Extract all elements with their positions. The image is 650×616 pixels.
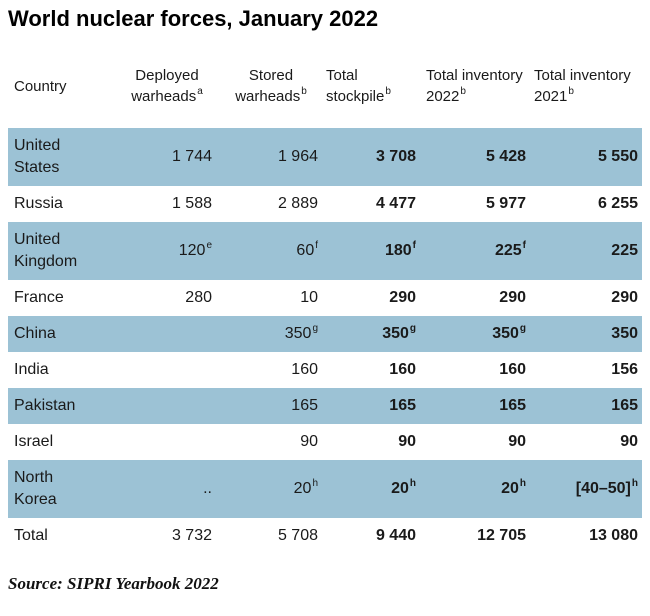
column-header-country: Country	[14, 77, 67, 95]
value-cell: 9 440	[375, 527, 416, 544]
value-cell: 290	[389, 289, 416, 306]
footnote-marker: h	[312, 477, 318, 489]
column-header-total-inventory-2022: Total inventory 2022b	[426, 67, 523, 105]
value-cell: 20h	[501, 477, 526, 497]
footnote-marker: a	[197, 86, 203, 97]
value-cell: 160	[291, 361, 318, 378]
column-header-total-stockpile: Total stockpileb	[326, 67, 391, 105]
table-row-total: Total 3 732 5 708 9 440 12 705 13 080	[8, 518, 642, 554]
value-cell: 165	[389, 397, 416, 414]
country-cell: North Korea	[14, 469, 57, 508]
value-cell: 2 889	[277, 195, 318, 212]
value-cell	[116, 352, 218, 388]
value-cell: 165	[499, 397, 526, 414]
footnote-marker: e	[206, 239, 212, 251]
value-cell: 350g	[284, 322, 318, 342]
country-cell: United Kingdom	[14, 231, 78, 270]
value-cell: 280	[185, 289, 212, 306]
value-cell: 3 732	[171, 527, 212, 544]
footnote-marker: f	[315, 239, 318, 251]
value-cell: 165	[611, 397, 638, 414]
table-row-israel: Israel 90 90 90 90	[8, 424, 642, 460]
value-cell: 20h	[293, 477, 318, 497]
country-cell: United States	[14, 137, 61, 176]
table-row-north-korea: North Korea.. 20h 20h 20h [40–50]h	[8, 460, 642, 518]
value-cell	[116, 424, 218, 460]
value-cell: 13 080	[589, 527, 638, 544]
table-row-china: China 350g 350g 350g 350	[8, 316, 642, 352]
value-cell: 3 708	[375, 148, 416, 165]
value-cell: 5 428	[485, 148, 526, 165]
value-cell: 6 255	[597, 195, 638, 212]
value-cell: 5 550	[597, 148, 638, 165]
country-cell: India	[14, 361, 49, 378]
footnote-marker: b	[385, 86, 391, 97]
value-cell: 225f	[494, 239, 526, 259]
country-cell: China	[14, 325, 56, 342]
column-header-stored-warheads: Stored warheadsb	[235, 67, 307, 105]
value-cell: 350g	[382, 322, 416, 342]
column-header-total-inventory-2021: Total inventory 2021b	[534, 67, 631, 105]
footnote-marker: b	[460, 86, 466, 97]
value-cell: 160	[499, 361, 526, 378]
value-cell: 12 705	[477, 527, 526, 544]
value-cell: 5 708	[277, 527, 318, 544]
table-row-pakistan: Pakistan 165 165 165 165	[8, 388, 642, 424]
value-cell: 5 977	[485, 195, 526, 212]
value-cell: 225	[611, 242, 638, 259]
footnote-marker: f	[412, 239, 416, 251]
value-cell: 90	[300, 433, 318, 450]
page-title: World nuclear forces, January 2022	[8, 6, 379, 31]
footnote-marker: b	[568, 86, 574, 97]
value-cell	[116, 388, 218, 424]
value-cell: 156	[611, 361, 638, 378]
value-cell: 1 744	[171, 148, 212, 165]
value-cell: 120e	[178, 239, 212, 259]
value-cell: 1 964	[277, 148, 318, 165]
footnote-marker: g	[519, 322, 526, 334]
header-row: Country Deployed warheadsa Stored warheads…	[8, 44, 642, 128]
value-cell	[116, 316, 218, 352]
value-cell: 350	[611, 325, 638, 342]
table-row-france: France 280 10 290 290 290	[8, 280, 642, 316]
country-cell: Israel	[14, 433, 54, 450]
value-cell: 90	[398, 433, 416, 450]
table-body: United States 1 744 1 964 3 708 5 428 5 550 Ru…	[8, 128, 642, 554]
column-header-deployed-warheads: Deployed warheadsa	[131, 67, 203, 105]
table-row-russia: Russia 1 588 2 889 4 477 5 977 6 255	[8, 186, 642, 222]
footnote-marker: b	[301, 86, 307, 97]
value-cell: 350g	[492, 322, 526, 342]
value-cell: 90	[620, 433, 638, 450]
nuclear-forces-table: Country Deployed warheadsa Stored warheads…	[8, 44, 642, 554]
footnote-marker: f	[522, 239, 526, 251]
country-cell: Total	[14, 527, 48, 544]
country-cell: Russia	[14, 195, 63, 212]
value-cell: 90	[508, 433, 526, 450]
value-cell: 60f	[296, 239, 318, 259]
value-cell: [40–50]h	[575, 477, 638, 497]
value-cell: 290	[499, 289, 526, 306]
source-note: Source: SIPRI Yearbook 2022	[8, 574, 219, 593]
value-cell: 10	[300, 289, 318, 306]
table-row-united-kingdom: United Kingdom 120e 60f 180f 225f 225	[8, 222, 642, 280]
footnote-marker: h	[631, 477, 638, 489]
value-cell: 180f	[384, 239, 416, 259]
value-cell: 4 477	[375, 195, 416, 212]
country-cell: Pakistan	[14, 397, 76, 414]
country-cell: France	[14, 289, 64, 306]
footnote-marker: h	[409, 477, 416, 489]
value-cell: 1 588	[171, 195, 212, 212]
value-cell: 290	[611, 289, 638, 306]
value-cell: 165	[291, 397, 318, 414]
value-cell: 160	[389, 361, 416, 378]
value-cell: ..	[203, 480, 212, 497]
footnote-marker: h	[519, 477, 526, 489]
table-row-india: India 160 160 160 156	[8, 352, 642, 388]
footnote-marker: g	[312, 322, 318, 334]
value-cell: 20h	[391, 477, 416, 497]
table-row-united-states: United States 1 744 1 964 3 708 5 428 5 550	[8, 128, 642, 186]
footnote-marker: g	[409, 322, 416, 334]
